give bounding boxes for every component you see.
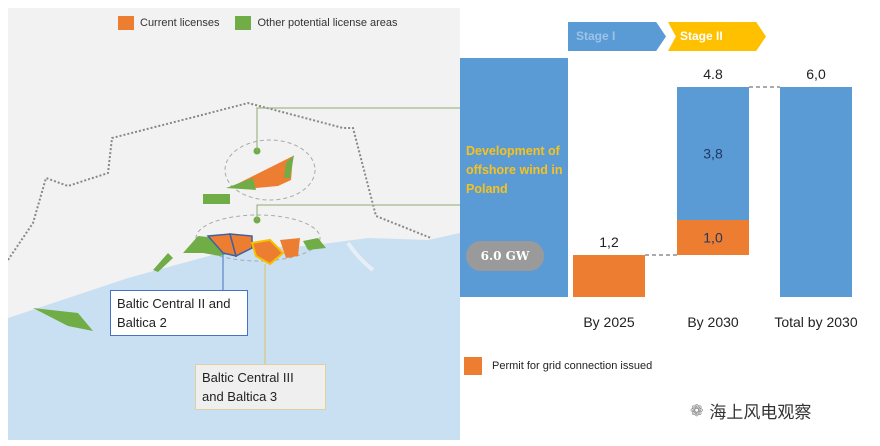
bar-segment	[677, 87, 749, 220]
baltic-map	[8, 8, 460, 440]
total-label: 4.8	[703, 66, 723, 82]
data-label: 1,0	[703, 230, 723, 246]
panel-title: Development of offshore wind in Poland	[466, 144, 563, 196]
category-label: By 2030	[687, 314, 739, 330]
total-label: 6,0	[806, 66, 826, 82]
legend-label: Other potential license areas	[257, 17, 398, 29]
callout-baltic-central-ii: Baltic Central II and Baltica 2	[110, 290, 248, 336]
bar-segment	[677, 220, 749, 255]
stage-2-arrow: Stage II	[668, 22, 766, 51]
map-legend: Current licenses Other potential license…	[118, 16, 398, 30]
stage-1-arrow: Stage I	[568, 22, 666, 51]
watermark-text: 海上风电观察	[709, 403, 812, 422]
bar-segment	[780, 87, 852, 297]
permit-swatch	[464, 357, 482, 375]
watermark: ❁ 海上风电观察	[690, 398, 811, 423]
data-label: 3,8	[703, 146, 723, 162]
legend-label: Current licenses	[140, 17, 220, 29]
data-label: 1,2	[599, 234, 619, 250]
category-label: Total by 2030	[774, 314, 857, 330]
category-label: By 2025	[583, 314, 635, 330]
wechat-icon: ❁	[690, 402, 704, 420]
chart-legend: Permit for grid connection issued	[464, 357, 652, 375]
callout-baltic-central-iii: Baltic Central III and Baltica 3	[195, 364, 326, 410]
capacity-badge: 6.0 GW	[466, 241, 544, 271]
legend-label: Permit for grid connection issued	[492, 360, 653, 372]
current-licenses-swatch	[118, 16, 134, 30]
other-areas-swatch	[235, 16, 252, 30]
bar-segment	[573, 255, 645, 297]
